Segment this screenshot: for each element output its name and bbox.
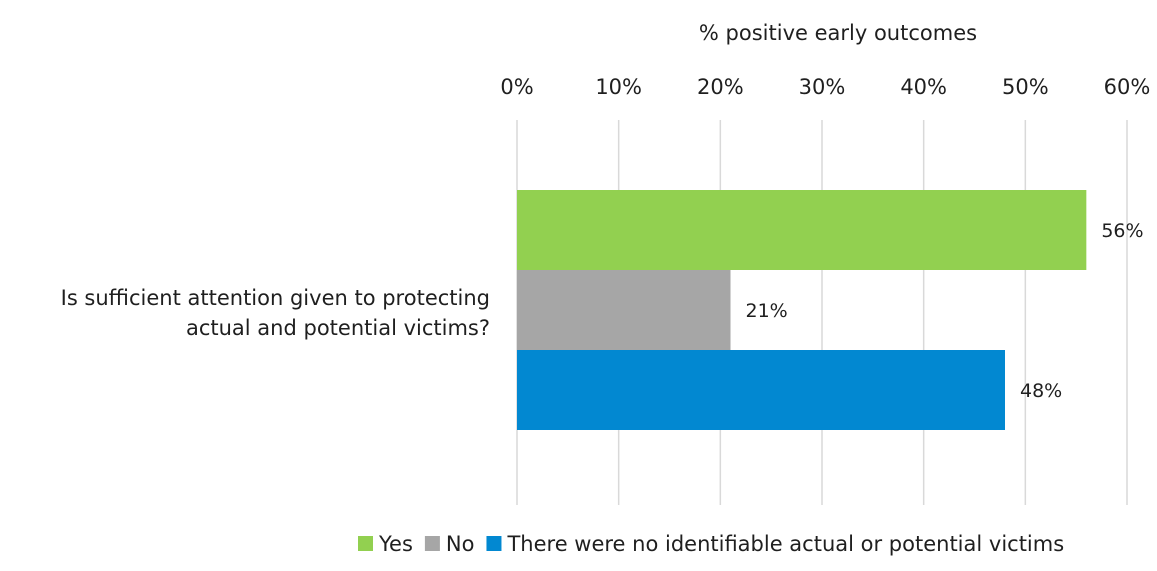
data-label: 48% xyxy=(1020,380,1062,402)
category-labels: Is sufficient attention given to protect… xyxy=(61,286,490,340)
legend-label: Yes xyxy=(378,532,413,556)
legend-swatch xyxy=(424,536,440,551)
legend-swatch xyxy=(486,536,502,551)
legend: Yes No There were no identifiable actual o… xyxy=(358,532,1064,556)
legend-swatch xyxy=(358,536,373,551)
x-tick-label: 60% xyxy=(1104,75,1151,99)
bar-no xyxy=(517,270,731,350)
x-tick-label: 40% xyxy=(900,75,947,99)
bar-yes xyxy=(517,190,1087,270)
x-tick-label: 50% xyxy=(1002,75,1049,99)
axis-title: % positive early outcomes xyxy=(699,21,977,45)
x-tick-label: 30% xyxy=(799,75,846,99)
bar-there xyxy=(517,350,1005,430)
category-label-line: Is sufficient attention given to protect… xyxy=(61,286,490,310)
bars xyxy=(517,190,1087,430)
legend-label: There were no identifiable actual or pot… xyxy=(506,532,1064,556)
x-axis-ticks: 0% 10% 20% 30% 40% 50% 60% xyxy=(500,75,1150,99)
category-label: Is sufficient attention given to protect… xyxy=(61,286,490,340)
data-labels: 56% 21% 48% xyxy=(746,220,1144,402)
data-label: 21% xyxy=(746,300,788,322)
x-tick-label: 0% xyxy=(500,75,533,99)
data-label: 56% xyxy=(1101,220,1143,242)
x-tick-label: 10% xyxy=(595,75,642,99)
x-tick-label: 20% xyxy=(697,75,744,99)
legend-label: No xyxy=(446,532,475,556)
category-label-line: actual and potential victims? xyxy=(186,316,490,340)
